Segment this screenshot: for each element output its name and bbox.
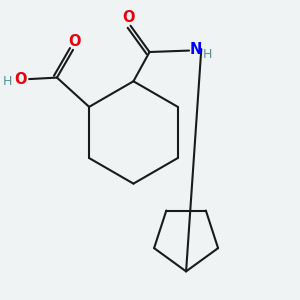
Text: N: N	[189, 42, 202, 57]
Text: H: H	[2, 75, 12, 88]
Text: H: H	[203, 49, 212, 62]
Text: O: O	[122, 10, 134, 25]
Text: O: O	[68, 34, 81, 50]
Text: O: O	[14, 72, 27, 87]
